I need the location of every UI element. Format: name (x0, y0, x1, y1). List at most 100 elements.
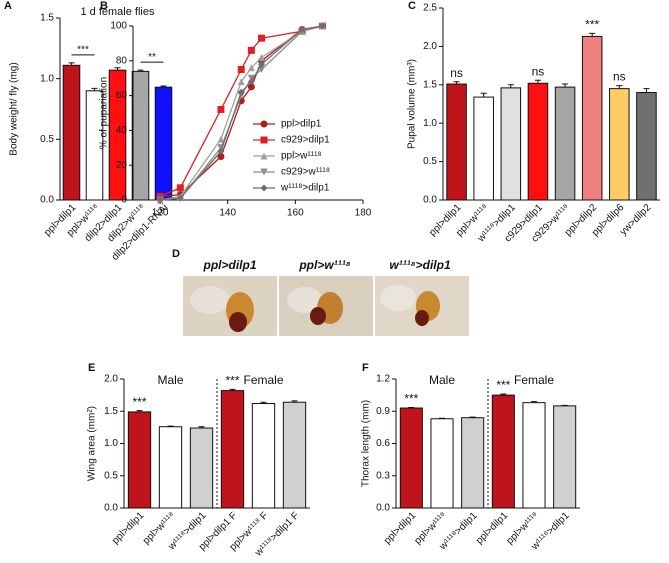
series-line (160, 25, 323, 201)
fly-wing (287, 287, 323, 313)
significance: *** (496, 378, 510, 392)
significance: *** (404, 392, 418, 406)
error-bar (561, 404, 568, 406)
fly-wing (190, 286, 230, 314)
significance: ns (532, 64, 545, 78)
bar (127, 411, 152, 509)
fly-wing (380, 285, 416, 311)
y-tick-label: 80 (116, 55, 128, 66)
y-tick-label: 1.0 (423, 118, 437, 129)
x-tick-label: 160 (287, 208, 304, 219)
y-tick-label: 40 (116, 125, 128, 136)
y-axis-label: Pupal volume (mm³) (407, 59, 418, 149)
significance: ns (450, 66, 463, 80)
legend-label: c929>w¹¹¹⁸ (281, 167, 330, 178)
marker (260, 120, 268, 128)
series-line (159, 25, 323, 198)
y-tick-label: 20 (116, 160, 128, 171)
error-bar (137, 69, 144, 72)
marker (237, 66, 245, 73)
marker (258, 60, 266, 68)
error-bar (500, 393, 507, 396)
error-bar (616, 85, 623, 89)
error-bar (453, 81, 460, 85)
error-bar (439, 417, 445, 419)
bar (154, 86, 173, 201)
bar (581, 35, 603, 201)
bar (158, 426, 183, 509)
bar (446, 83, 467, 201)
significance: *** (132, 395, 146, 409)
bar (553, 405, 577, 509)
y-tick-label: 0.5 (423, 156, 437, 167)
bar (527, 82, 549, 201)
marker (247, 78, 255, 86)
marker (217, 147, 225, 155)
y-tick-label: 60 (116, 90, 128, 101)
error-bar (91, 87, 98, 91)
y-tick-label: 0.5 (104, 470, 118, 481)
bar (399, 407, 423, 509)
y-tick-label: 0.0 (423, 195, 437, 206)
marker (247, 83, 255, 91)
group-label: Male (157, 373, 183, 387)
y-tick-label: 0.6 (376, 438, 390, 449)
error-bar (114, 67, 121, 71)
bar (491, 394, 515, 509)
marker (260, 184, 268, 192)
y-tick-label: 0.0 (104, 503, 118, 514)
fly-abdomen (310, 307, 326, 325)
significance: *** (77, 45, 89, 56)
bar (189, 427, 214, 509)
bar (522, 402, 546, 509)
bar (461, 417, 485, 509)
y-tick-label: 0 (121, 195, 127, 206)
panel-letter: C (408, 0, 416, 12)
error-bar (167, 425, 174, 427)
group-label: Female (243, 373, 283, 387)
y-tick-label: 1.2 (376, 374, 390, 385)
significance: *** (225, 373, 239, 387)
y-tick-label: 100 (110, 21, 127, 32)
bar (282, 401, 307, 509)
y-axis-label: % of pupariation (99, 77, 110, 149)
marker (217, 135, 225, 143)
error-bar (160, 85, 167, 88)
marker (237, 88, 245, 96)
error-bar (589, 32, 596, 37)
legend-label: ppl>dilp1 (281, 119, 322, 130)
error-bar (260, 401, 267, 404)
error-bar (198, 426, 205, 429)
marker (260, 168, 268, 176)
marker (247, 46, 255, 54)
error-bar (408, 406, 415, 409)
marker (298, 25, 306, 33)
y-tick-label: 1.5 (104, 406, 118, 417)
error-bar (136, 410, 143, 412)
y-tick-label: 1.0 (104, 438, 118, 449)
panel-letter: E (88, 362, 95, 374)
panel-letter: D (172, 248, 180, 260)
marker (176, 194, 184, 202)
marker (237, 78, 245, 86)
bar (62, 64, 81, 201)
x-tick-label: 140 (219, 208, 236, 219)
x-tick-label: ppl>dilp1 (474, 510, 511, 547)
y-tick-label: 0.3 (376, 470, 390, 481)
error-bar (643, 88, 650, 93)
marker (217, 153, 225, 160)
group-label: Male (429, 373, 455, 387)
legend-label: w¹¹¹⁸>dilp1 (280, 183, 330, 194)
marker (156, 196, 164, 204)
marker (258, 53, 266, 61)
error-bar (291, 400, 298, 403)
marker (258, 34, 266, 42)
bar (131, 70, 150, 201)
fly-abdomen (415, 310, 429, 326)
y-tick-label: 0.5 (40, 134, 54, 145)
error-bar (507, 84, 514, 88)
photo-label: ppl>w¹¹¹⁸ (298, 258, 350, 272)
marker (260, 152, 268, 160)
bar (500, 87, 522, 201)
